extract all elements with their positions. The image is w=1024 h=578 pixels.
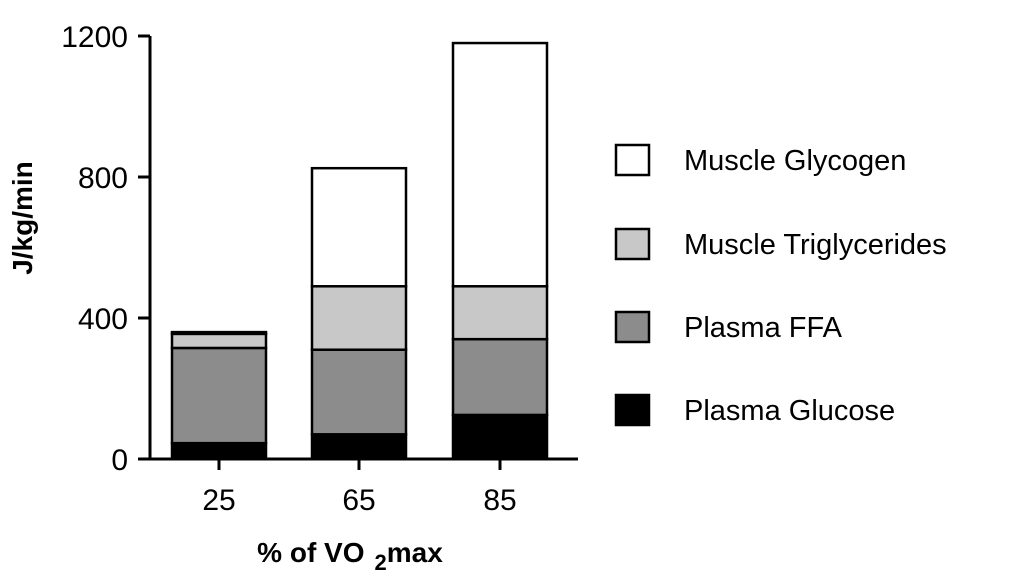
bar-segment-muscle-glycogen-25 xyxy=(170,330,268,336)
legend-swatch-plasma-ffa xyxy=(614,310,651,344)
legend-label-muscle-triglycerides: Muscle Triglycerides xyxy=(684,229,947,261)
legend-swatch-muscle-triglycerides xyxy=(614,227,651,261)
bar-segment-muscle-glycogen-65 xyxy=(310,166,408,288)
x-axis-title-main: % of VO xyxy=(257,537,364,568)
x-axis-title-subscript: 2 xyxy=(375,550,387,575)
bar-segment-muscle-glycogen-85 xyxy=(451,41,549,288)
legend-swatch-plasma-glucose xyxy=(614,393,651,427)
bar-segment-plasma-glucose-65 xyxy=(310,433,408,461)
bar-segment-plasma-ffa-65 xyxy=(310,348,408,436)
y-tick-label: 800 xyxy=(78,162,128,195)
y-tick-label: 1200 xyxy=(61,21,128,54)
x-tick-label: 65 xyxy=(342,484,375,517)
bar-segment-plasma-glucose-25 xyxy=(170,441,268,461)
legend: Muscle Glycogen Muscle Triglycerides Plasm… xyxy=(614,143,947,427)
y-axis-title: J/kg/min xyxy=(7,161,38,275)
legend-label-muscle-glycogen: Muscle Glycogen xyxy=(684,145,906,177)
bar-segment-plasma-ffa-25 xyxy=(170,346,268,445)
legend-label-plasma-ffa: Plasma FFA xyxy=(684,312,843,344)
legend-swatch-muscle-glycogen xyxy=(614,143,651,177)
x-axis-title-tail: max xyxy=(387,537,443,568)
x-tick-label: 85 xyxy=(483,484,516,517)
bar-segment-plasma-ffa-85 xyxy=(451,337,549,417)
x-tick-label: 25 xyxy=(202,484,235,517)
x-ticks-group: 25 65 85 xyxy=(202,459,517,517)
legend-label-plasma-glucose: Plasma Glucose xyxy=(684,395,895,427)
bars-group xyxy=(170,41,549,461)
bar-segment-muscle-triglycerides-65 xyxy=(310,285,408,351)
y-tick-label: 400 xyxy=(78,303,128,336)
bar-segment-muscle-triglycerides-25 xyxy=(170,332,268,350)
bar-segment-muscle-triglycerides-85 xyxy=(451,285,549,341)
x-axis-title: % of VO 2max xyxy=(257,537,443,575)
y-ticks-group: 0 400 800 1200 xyxy=(61,21,150,477)
y-tick-label: 0 xyxy=(111,444,128,477)
bar-segment-plasma-glucose-85 xyxy=(451,413,549,461)
